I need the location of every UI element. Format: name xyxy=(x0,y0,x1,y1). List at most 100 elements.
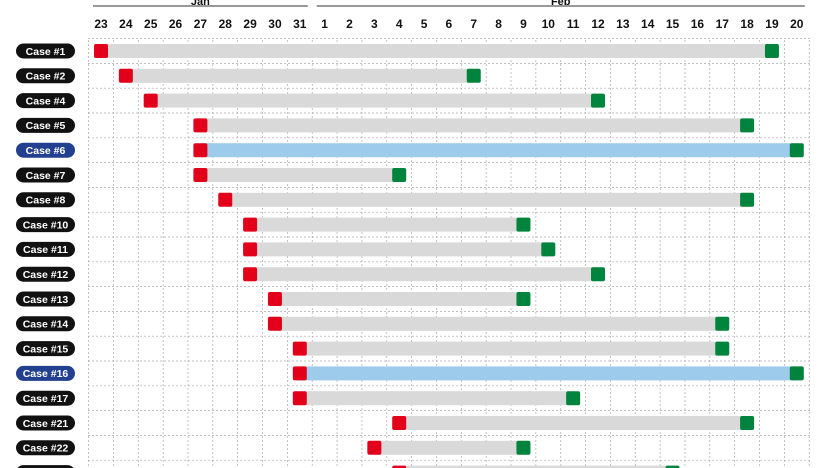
end-marker xyxy=(740,192,755,207)
case-label: Case #7 xyxy=(26,170,66,182)
case-label: Case #2 xyxy=(26,71,66,83)
case-label-pill xyxy=(16,217,75,233)
day-label: 18 xyxy=(740,17,754,31)
case-label: Case #1 xyxy=(26,46,66,58)
start-marker xyxy=(267,316,282,331)
start-marker xyxy=(292,366,307,381)
end-marker xyxy=(789,143,804,158)
end-marker xyxy=(740,118,755,133)
end-marker xyxy=(591,267,605,282)
month-label: Jan xyxy=(191,0,210,8)
month-label: Feb xyxy=(551,0,571,8)
start-marker xyxy=(267,292,282,306)
day-label: 12 xyxy=(591,17,605,31)
case-label: Case #8 xyxy=(26,195,66,207)
case-label-pill xyxy=(16,167,75,183)
case-label-pill xyxy=(16,266,75,282)
day-label: 5 xyxy=(421,17,428,31)
day-label: 26 xyxy=(169,17,183,31)
case-label-pill xyxy=(16,93,75,109)
case-label-pill xyxy=(16,415,75,431)
case-duration-bar xyxy=(200,143,797,158)
case-duration-bar xyxy=(225,192,748,207)
end-marker xyxy=(665,465,680,468)
end-marker xyxy=(516,217,531,232)
start-marker xyxy=(193,143,208,158)
case-label: Case #22 xyxy=(23,443,69,455)
start-marker xyxy=(292,391,307,406)
start-marker xyxy=(243,242,258,257)
start-marker xyxy=(193,168,208,182)
day-label: 2 xyxy=(346,17,353,31)
case-duration-bar xyxy=(399,465,673,468)
case-duration-bar xyxy=(150,93,598,108)
day-label: 23 xyxy=(94,17,108,31)
case-label: Case #12 xyxy=(23,269,69,281)
case-duration-bar xyxy=(250,242,549,257)
start-marker xyxy=(292,341,307,356)
day-label: 31 xyxy=(293,17,307,31)
start-marker xyxy=(94,44,108,58)
case-duration-bar xyxy=(299,366,797,381)
end-marker xyxy=(789,366,804,381)
day-label: 19 xyxy=(765,17,779,31)
case-duration-bar xyxy=(125,68,474,83)
case-label: Case #21 xyxy=(23,418,69,430)
end-marker xyxy=(466,68,481,83)
day-label: 17 xyxy=(716,17,730,31)
case-label-pill xyxy=(16,68,75,84)
start-marker xyxy=(392,465,407,468)
day-label: 6 xyxy=(446,17,453,31)
day-label: 9 xyxy=(520,17,527,31)
case-label: Case #11 xyxy=(23,244,68,256)
case-label: Case #10 xyxy=(23,219,69,231)
case-label-pill xyxy=(16,365,75,381)
end-marker xyxy=(516,440,531,455)
day-label: 3 xyxy=(371,17,378,31)
end-marker xyxy=(764,44,779,58)
case-label-pill xyxy=(16,291,75,307)
start-marker xyxy=(218,192,233,207)
start-marker xyxy=(243,267,258,282)
start-marker xyxy=(392,416,407,430)
case-label-pill xyxy=(16,390,75,406)
start-marker xyxy=(367,440,382,455)
end-marker xyxy=(566,391,581,406)
case-label: Case #15 xyxy=(23,343,69,355)
case-label-pill xyxy=(16,316,75,332)
case-duration-bar xyxy=(101,44,772,58)
start-marker xyxy=(193,118,208,133)
case-duration-bar xyxy=(399,416,748,430)
end-marker xyxy=(591,93,605,108)
day-label: 24 xyxy=(119,17,133,31)
start-marker xyxy=(143,93,158,108)
case-label-pill xyxy=(16,192,75,208)
end-marker xyxy=(392,168,407,182)
end-marker xyxy=(541,242,556,257)
case-duration-bar xyxy=(274,292,524,306)
case-label: Case #17 xyxy=(23,393,69,405)
case-duration-bar xyxy=(299,391,574,406)
day-label: 13 xyxy=(616,17,630,31)
case-label-pill xyxy=(16,341,75,357)
day-label: 15 xyxy=(666,17,680,31)
day-label: 25 xyxy=(144,17,158,31)
case-duration-bar xyxy=(299,341,723,356)
case-label-pill xyxy=(16,43,75,59)
case-label: Case #5 xyxy=(26,120,66,132)
case-label: Case #6 xyxy=(26,145,66,157)
day-label: 4 xyxy=(396,17,403,31)
case-duration-bar xyxy=(200,168,400,182)
case-duration-bar xyxy=(374,440,524,455)
day-label: 29 xyxy=(243,17,257,31)
day-label: 1 xyxy=(321,17,328,31)
case-label-pill xyxy=(16,142,75,158)
case-label-pill xyxy=(17,465,74,468)
case-label: Case #16 xyxy=(23,368,69,380)
case-duration-bar xyxy=(250,217,524,232)
case-label-pill xyxy=(16,241,75,257)
case-label: Case #13 xyxy=(23,294,69,306)
case-label-pill xyxy=(16,440,75,456)
end-marker xyxy=(740,416,755,430)
